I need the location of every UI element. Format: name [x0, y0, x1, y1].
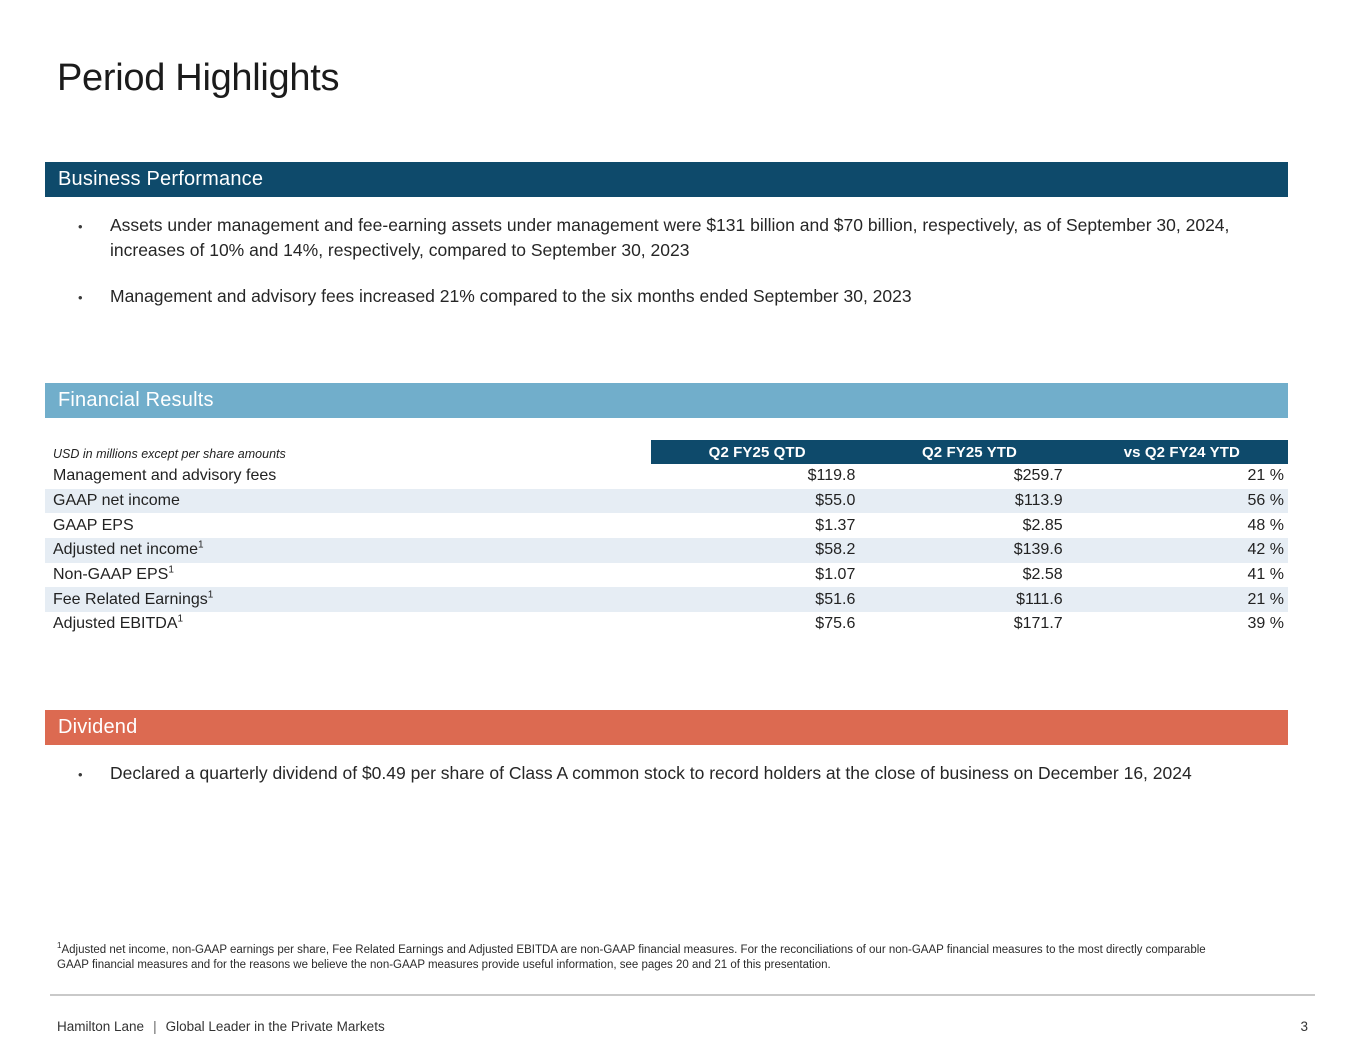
- cell-q2_fy25_qtd: $55.0: [815, 492, 856, 510]
- section-header-label: Financial Results: [58, 389, 214, 411]
- section-header-financial-results: Financial Results: [45, 383, 1288, 418]
- column-header: Q2 FY25 QTD: [708, 443, 806, 461]
- row-label: GAAP EPS: [45, 517, 651, 535]
- cell-q2_fy25_qtd: $58.2: [815, 541, 856, 559]
- page-number: 3: [1300, 1019, 1308, 1034]
- cell-q2_fy25_ytd: $111.6: [1016, 590, 1063, 608]
- cell-q2_fy25_ytd: $2.85: [1022, 516, 1063, 534]
- cell-q2_fy25_ytd: $259.7: [1013, 467, 1063, 485]
- cell-q2_fy25_qtd: $119.8: [807, 467, 856, 485]
- section-financial-results: Financial Results USD in millions except…: [45, 383, 1288, 637]
- column-header: vs Q2 FY24 YTD: [1123, 443, 1240, 461]
- cell-vs_q2_fy24_ytd: 56 %: [1247, 492, 1284, 510]
- section-header-label: Dividend: [58, 716, 138, 738]
- row-label-text: GAAP EPS: [53, 516, 134, 534]
- cell-vs_q2_fy24_ytd: 21 %: [1247, 467, 1284, 485]
- footer-brand: Hamilton Lane: [57, 1019, 145, 1034]
- row-label: Non-GAAP EPS1: [45, 564, 651, 584]
- row-label: Adjusted EBITDA1: [45, 615, 651, 633]
- footnote-text: Adjusted net income, non-GAAP earnings p…: [57, 944, 1206, 971]
- row-label-text: Non-GAAP EPS: [53, 566, 169, 584]
- row-label-text: Fee Related Earnings: [53, 590, 208, 608]
- row-label-text: GAAP net income: [53, 492, 180, 510]
- footer: Hamilton Lane | Global Leader in the Priva…: [57, 1019, 1308, 1034]
- footnote-marker: 1: [207, 589, 214, 601]
- page-title: Period Highlights: [57, 57, 340, 99]
- cell-q2_fy25_qtd: $1.07: [815, 566, 856, 584]
- row-label-text: Management and advisory fees: [53, 467, 277, 485]
- cell-vs_q2_fy24_ytd: 39 %: [1247, 615, 1284, 633]
- column-header: Q2 FY25 YTD: [921, 443, 1017, 461]
- footnote-marker: 1: [197, 540, 204, 552]
- table-row: Fee Related Earnings1 $51.6 $111.6 21 %: [45, 587, 1288, 613]
- row-label-text: Adjusted net income: [53, 541, 198, 559]
- cell-vs_q2_fy24_ytd: 41 %: [1247, 566, 1284, 584]
- section-header-business-performance: Business Performance: [45, 162, 1288, 197]
- footnote-marker: 1: [177, 614, 184, 626]
- section-business-performance: Business Performance Assets under manage…: [45, 162, 1288, 330]
- table-row: GAAP EPS $1.37 $2.85 48 %: [45, 513, 1288, 538]
- cell-q2_fy25_ytd: $139.6: [1013, 541, 1063, 559]
- bullet-item: Assets under management and fee-earning …: [45, 213, 1288, 263]
- cell-q2_fy25_ytd: $2.58: [1022, 566, 1063, 584]
- footer-divider: [50, 994, 1315, 996]
- footer-separator: |: [153, 1019, 157, 1034]
- row-label: GAAP net income: [45, 492, 651, 510]
- bullet-item: Management and advisory fees increased 2…: [45, 284, 1288, 310]
- table-units-note: USD in millions except per share amounts: [53, 447, 286, 461]
- cell-q2_fy25_ytd: $171.7: [1013, 615, 1063, 633]
- bullet-item: Declared a quarterly dividend of $0.49 p…: [45, 761, 1288, 787]
- financial-results-table: USD in millions except per share amounts…: [45, 440, 1288, 637]
- footnote-marker: 1: [168, 564, 174, 576]
- footnote: 1Adjusted net income, non-GAAP earnings …: [57, 941, 1207, 973]
- business-performance-bullet-list: Assets under management and fee-earning …: [45, 213, 1288, 310]
- table-row: GAAP net income $55.0 $113.9 56 %: [45, 488, 1288, 514]
- row-label: Adjusted net income1: [45, 541, 651, 559]
- footnote-marker: 1: [57, 941, 62, 951]
- cell-q2_fy25_ytd: $113.9: [1014, 492, 1063, 510]
- table-row: Adjusted EBITDA1 $75.6 $171.7 39 %: [45, 612, 1288, 637]
- cell-vs_q2_fy24_ytd: 48 %: [1247, 516, 1284, 534]
- cell-q2_fy25_qtd: $75.6: [815, 615, 856, 633]
- dividend-bullet-list: Declared a quarterly dividend of $0.49 p…: [45, 761, 1288, 787]
- table-header-row: USD in millions except per share amounts…: [45, 440, 1288, 464]
- cell-vs_q2_fy24_ytd: 42 %: [1247, 541, 1284, 559]
- footer-tagline: Global Leader in the Private Markets: [165, 1019, 385, 1034]
- section-dividend: Dividend Declared a quarterly dividend o…: [45, 710, 1288, 807]
- footer-brand-line: Hamilton Lane | Global Leader in the Priva…: [57, 1019, 385, 1034]
- row-label-text: Adjusted EBITDA: [53, 615, 178, 633]
- table-row: Non-GAAP EPS1 $1.07 $2.58 41 %: [45, 563, 1288, 588]
- table-body: Management and advisory fees $119.8 $259.7…: [45, 464, 1288, 637]
- table-row: Management and advisory fees $119.8 $259.7…: [45, 464, 1288, 489]
- cell-q2_fy25_qtd: $51.6: [815, 590, 856, 608]
- section-header-dividend: Dividend: [45, 710, 1288, 745]
- cell-q2_fy25_qtd: $1.37: [815, 516, 856, 534]
- table-column-headers: Q2 FY25 QTD Q2 FY25 YTD vs Q2 FY24 YTD: [651, 440, 1288, 464]
- cell-vs_q2_fy24_ytd: 21 %: [1247, 590, 1284, 608]
- section-header-label: Business Performance: [58, 168, 264, 190]
- row-label: Fee Related Earnings1: [45, 589, 651, 609]
- table-row: Adjusted net income1 $58.2 $139.6 42 %: [45, 538, 1288, 563]
- row-label: Management and advisory fees: [45, 467, 651, 485]
